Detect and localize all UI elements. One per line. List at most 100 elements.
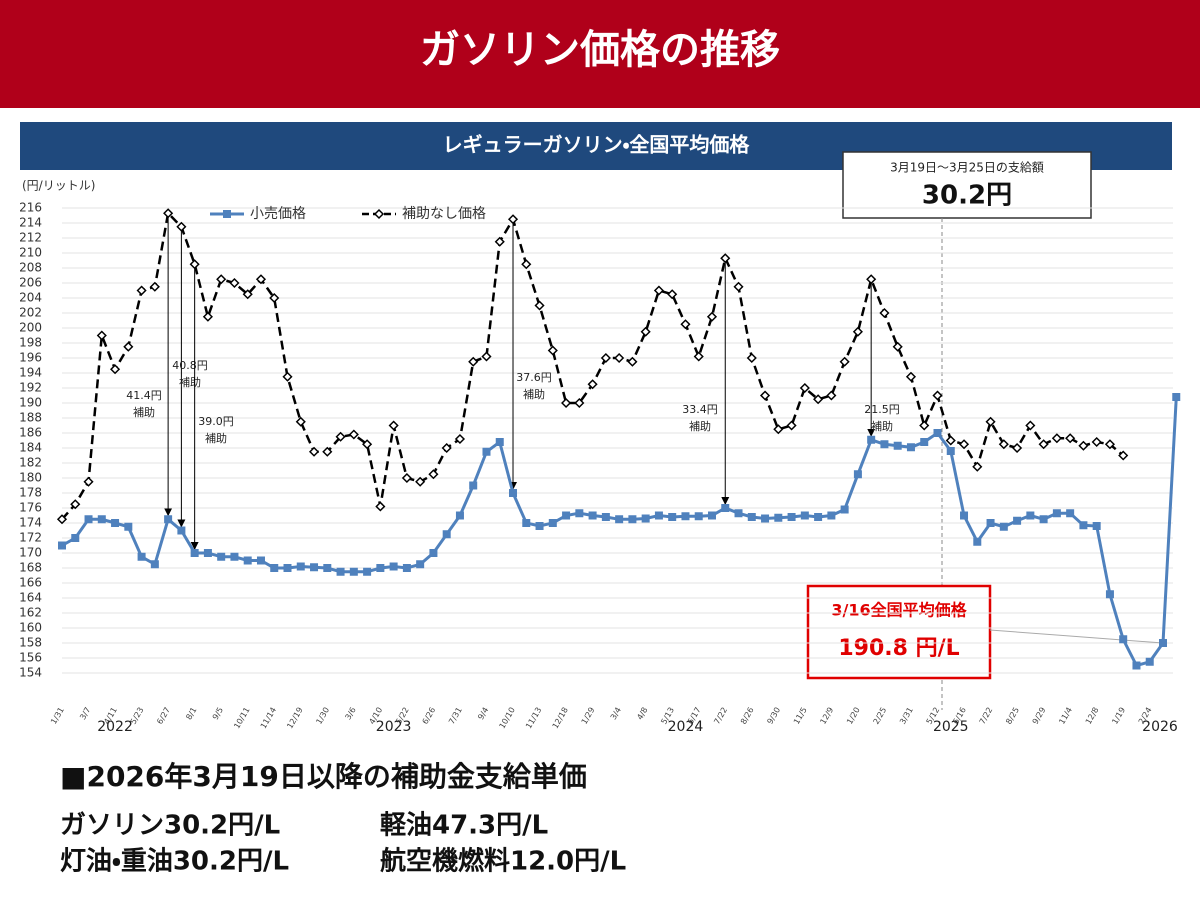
- x-tick-label: 4/8: [635, 706, 649, 722]
- point: [256, 556, 265, 565]
- y-tick-label: 180: [19, 471, 42, 485]
- y-tick-label: 176: [19, 501, 42, 515]
- x-tick-label: 6/26: [421, 706, 438, 726]
- y-tick-label: 154: [19, 666, 42, 680]
- x-tick-label: 6/27: [155, 706, 172, 726]
- point: [880, 440, 889, 449]
- point: [322, 446, 333, 457]
- x-tick-label: 1/30: [314, 706, 331, 726]
- point: [109, 364, 121, 375]
- point: [720, 253, 731, 264]
- point: [681, 512, 690, 521]
- y-tick-label: 188: [19, 411, 42, 425]
- y-tick-label: 190: [19, 396, 42, 410]
- y-tick-label: 156: [19, 651, 42, 665]
- x-tick-label: 1/31: [49, 706, 66, 726]
- point: [1025, 420, 1036, 431]
- x-tick-label: 12/9: [818, 706, 835, 726]
- point: [163, 208, 174, 219]
- point: [123, 341, 134, 352]
- point: [668, 513, 677, 521]
- y-tick-label: 164: [19, 591, 42, 605]
- annotation-text: 33.4円: [682, 403, 718, 416]
- point: [985, 416, 996, 427]
- point: [787, 513, 796, 521]
- point: [986, 519, 995, 527]
- legend-swatch: [373, 208, 385, 220]
- point: [1038, 439, 1049, 450]
- y-tick-label: 206: [19, 276, 42, 290]
- point: [164, 515, 173, 524]
- point: [853, 470, 862, 479]
- point: [1091, 436, 1102, 448]
- point: [960, 511, 969, 520]
- point: [973, 537, 982, 546]
- point: [547, 345, 558, 356]
- point: [509, 489, 518, 497]
- y-tick-label: 194: [19, 366, 42, 380]
- point: [667, 289, 678, 300]
- point: [548, 519, 557, 527]
- point: [243, 556, 252, 565]
- point: [389, 562, 398, 571]
- point: [1118, 450, 1129, 461]
- point: [575, 509, 584, 518]
- point: [759, 390, 771, 401]
- x-tick-label: 11/14: [259, 706, 278, 730]
- point: [946, 447, 955, 455]
- point: [429, 549, 438, 557]
- footer-cell: 航空機燃料12.0円/L: [380, 847, 626, 877]
- point: [216, 274, 227, 285]
- point: [229, 277, 240, 289]
- y-tick-label: 202: [19, 306, 42, 320]
- point: [746, 352, 757, 364]
- x-tick-label: 3/6: [343, 706, 357, 722]
- year-label: 2025: [933, 719, 969, 735]
- x-tick-label: 1/29: [580, 706, 597, 726]
- point: [1078, 440, 1089, 451]
- point: [230, 552, 239, 561]
- annotation-text: 補助: [689, 419, 711, 433]
- point: [826, 390, 837, 401]
- point: [932, 390, 943, 401]
- point: [349, 567, 358, 576]
- point: [694, 512, 703, 521]
- point: [733, 281, 744, 292]
- chart-subtitle: レギュラーガソリン・全国平均価格: [443, 133, 751, 157]
- point: [481, 351, 492, 362]
- point: [893, 441, 902, 450]
- point: [455, 511, 464, 520]
- legend-swatch: [223, 210, 231, 218]
- point: [905, 371, 917, 382]
- point: [323, 564, 332, 572]
- point: [376, 564, 385, 572]
- y-tick-label: 186: [19, 426, 42, 440]
- point: [56, 514, 68, 525]
- y-tick-label: 178: [19, 486, 42, 500]
- header-bar: [0, 0, 1200, 108]
- point: [295, 416, 306, 427]
- point: [522, 519, 531, 527]
- y-tick-label: 160: [19, 621, 42, 635]
- point: [680, 319, 691, 330]
- point: [1119, 635, 1128, 644]
- y-tick-label: 216: [19, 201, 42, 215]
- point: [827, 511, 836, 520]
- point: [906, 443, 915, 452]
- point: [402, 564, 411, 572]
- x-tick-label: 9/29: [1031, 706, 1048, 726]
- point: [203, 549, 212, 557]
- point: [270, 564, 279, 572]
- point: [640, 326, 651, 337]
- annotation-text: 41.4円: [126, 389, 162, 402]
- point: [111, 519, 120, 527]
- point: [601, 513, 610, 521]
- point: [866, 274, 877, 285]
- point: [283, 564, 292, 572]
- point: [217, 552, 226, 561]
- point: [416, 560, 425, 569]
- series-line: [61, 396, 1178, 668]
- x-tick-label: 12/8: [1084, 706, 1101, 726]
- point: [839, 356, 850, 367]
